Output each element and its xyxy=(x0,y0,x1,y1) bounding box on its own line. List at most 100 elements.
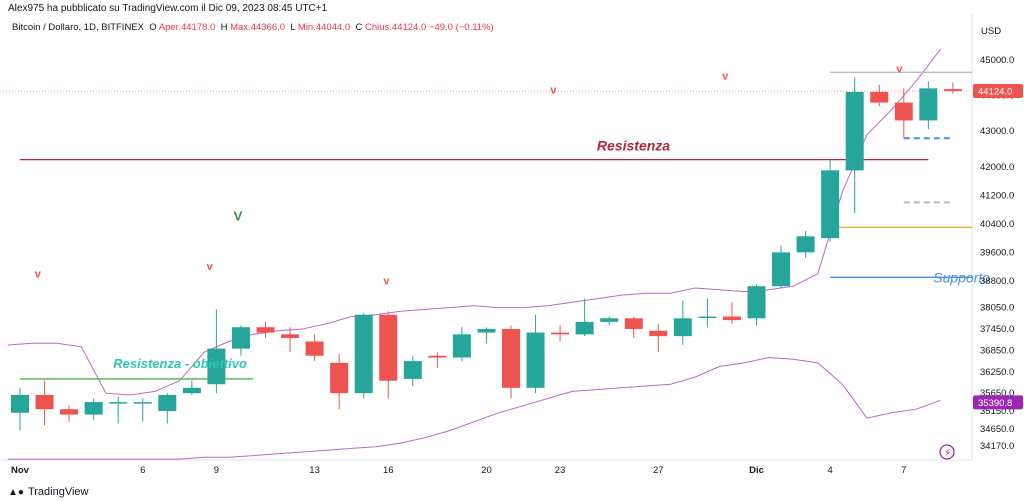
candle-11 xyxy=(281,327,300,353)
band-value-badge-text: 35390.8 xyxy=(978,398,1012,409)
publish-info: Alex975 ha pubblicato su TradingView.com… xyxy=(8,3,328,14)
candle-body-6 xyxy=(158,394,177,411)
y-tick-label-0: 45000.0 xyxy=(980,55,1014,66)
candle-body-17 xyxy=(428,355,447,358)
symbol-name: Bitcoin / Dollaro, 1D, BITFINEX xyxy=(12,22,144,33)
candle-32 xyxy=(796,230,815,258)
high-value: Max.44366.0 xyxy=(230,22,286,33)
candle-body-31 xyxy=(772,252,791,287)
close-value: Chius.44124.0 xyxy=(365,22,427,33)
x-tick-label-8: Dic xyxy=(749,465,764,476)
tradingview-brand: ▲● TradingView xyxy=(8,486,88,498)
high-label: H xyxy=(220,22,228,33)
candle-1 xyxy=(35,380,54,426)
candle-body-11 xyxy=(281,334,300,338)
y-tick-label-10: 36850.0 xyxy=(980,345,1014,356)
candle-13 xyxy=(330,353,349,410)
open-label: O xyxy=(149,22,157,33)
annotation-3: V xyxy=(234,208,243,223)
candle-22 xyxy=(551,325,570,342)
candle-12 xyxy=(305,334,324,362)
candle-23 xyxy=(575,298,594,337)
candle-body-1 xyxy=(35,394,54,410)
candle-body-28 xyxy=(698,316,717,319)
last-price-badge: 44124.0 xyxy=(973,84,1023,99)
low-label: L xyxy=(290,22,296,33)
candle-body-35 xyxy=(870,91,889,103)
candle-4 xyxy=(109,396,128,424)
annotation-9: v xyxy=(896,63,903,75)
candle-19 xyxy=(477,327,496,344)
candle-body-23 xyxy=(575,321,594,335)
candle-body-34 xyxy=(845,91,864,171)
currency-label: USD xyxy=(981,26,1001,37)
candle-17 xyxy=(428,352,447,369)
annotation-1: Resistenza - obiettivo xyxy=(113,356,247,371)
y-tick-label-5: 40400.0 xyxy=(980,219,1014,230)
y-tick-label-8: 38050.0 xyxy=(980,303,1014,314)
candle-body-13 xyxy=(330,362,349,394)
y-tick-label-13: 35150.0 xyxy=(980,406,1014,417)
candle-body-5 xyxy=(133,402,152,404)
candle-3 xyxy=(84,398,103,420)
y-tick-label-7: 38800.0 xyxy=(980,276,1014,287)
x-tick-label-7: 27 xyxy=(653,465,664,476)
annotation-6: v xyxy=(383,275,390,287)
candle-body-19 xyxy=(477,329,496,333)
candle-6 xyxy=(158,393,177,424)
candle-5 xyxy=(133,398,152,422)
x-tick-label-10: 7 xyxy=(901,465,906,476)
lower-band-line xyxy=(7,356,941,460)
candle-body-12 xyxy=(305,341,324,356)
x-tick-label-9: 4 xyxy=(828,465,833,476)
x-tick-label-1: 6 xyxy=(140,465,145,476)
last-price-badge-bg xyxy=(973,84,1023,99)
candle-28 xyxy=(698,298,717,328)
candle-18 xyxy=(452,327,471,362)
annotation-4: v xyxy=(35,268,42,280)
candle-35 xyxy=(870,84,889,107)
x-tick-label-6: 23 xyxy=(555,465,566,476)
y-tick-label-6: 39600.0 xyxy=(980,247,1014,258)
candle-body-7 xyxy=(182,387,201,394)
candle-body-20 xyxy=(502,329,520,388)
candle-21 xyxy=(526,314,545,394)
candle-body-4 xyxy=(109,402,128,404)
band-value-badge: 35390.8 xyxy=(973,395,1023,410)
x-tick-label-0: Nov xyxy=(11,465,30,476)
candle-body-32 xyxy=(796,236,815,253)
open-value: Aper.44178.0 xyxy=(158,22,216,33)
candle-body-24 xyxy=(600,318,619,322)
annotation-5: v xyxy=(207,261,214,273)
x-tick-label-5: 20 xyxy=(481,465,492,476)
candle-24 xyxy=(600,316,619,326)
candle-body-8 xyxy=(207,348,226,385)
candle-29 xyxy=(722,302,741,324)
candle-20 xyxy=(502,325,520,399)
tradingview-label: TradingView xyxy=(27,486,89,498)
candle-body-33 xyxy=(821,170,840,239)
symbol-legend: Bitcoin / Dollaro, 1D, BITFINEX O Aper.4… xyxy=(12,22,494,33)
candle-36 xyxy=(894,88,913,139)
close-label: C xyxy=(355,22,363,33)
candle-0 xyxy=(11,387,29,431)
lightning-icon-glyph: ⚡ xyxy=(944,448,951,459)
annotation-2: Supporto xyxy=(933,270,990,286)
y-tick-label-11: 36250.0 xyxy=(980,367,1014,378)
candle-33 xyxy=(821,159,840,242)
lightning-icon: ⚡ xyxy=(939,444,955,460)
annotation-8: v xyxy=(722,70,729,82)
y-tick-label-15: 34170.0 xyxy=(980,441,1014,452)
band-value-badge-bg xyxy=(973,395,1023,410)
candle-body-16 xyxy=(403,361,422,379)
candle-body-27 xyxy=(673,318,692,337)
candle-37 xyxy=(919,81,938,130)
candle-body-36 xyxy=(894,102,913,121)
y-tick-label-14: 34650.0 xyxy=(980,424,1014,435)
candle-34 xyxy=(845,77,864,214)
candle-7 xyxy=(182,380,201,395)
candle-9 xyxy=(231,325,250,356)
candle-body-3 xyxy=(84,402,103,415)
candle-15 xyxy=(379,311,398,399)
